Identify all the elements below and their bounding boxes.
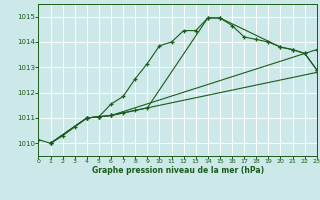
X-axis label: Graphe pression niveau de la mer (hPa): Graphe pression niveau de la mer (hPa) [92, 166, 264, 175]
